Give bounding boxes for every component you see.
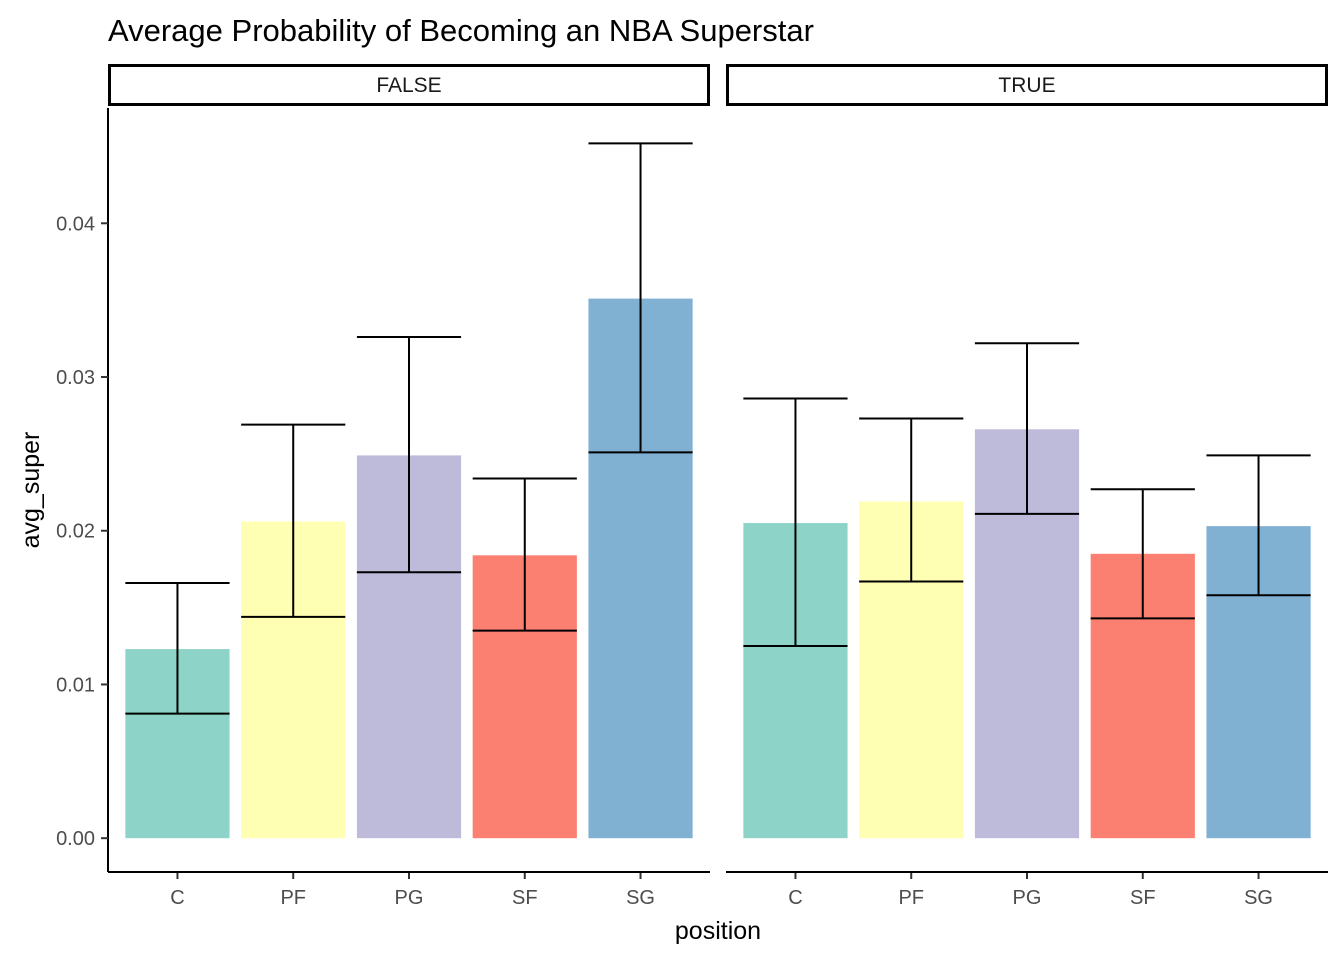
facet-panel-false: FALSE C PF PG SF SG 0.00 0.01 0.02 0.03 0.04: [56, 64, 710, 909]
chart-title: Average Probability of Becoming an NBA S…: [108, 13, 814, 48]
x-tick-label: PG: [395, 887, 424, 909]
facet-strip-label: FALSE: [376, 74, 441, 97]
y-tick-label: 0.00: [56, 828, 95, 850]
y-tick-label: 0.02: [56, 521, 95, 543]
error-bar-sf: [472, 477, 577, 632]
x-tick-label: SG: [626, 887, 655, 909]
error-bar-c: [125, 582, 230, 715]
y-tick-label: 0.01: [56, 674, 95, 696]
x-tick-label: SF: [512, 887, 538, 909]
facet-strip: [108, 64, 710, 106]
error-bar-pf: [859, 417, 964, 583]
error-bar-pf: [241, 423, 346, 618]
x-tick-label: C: [788, 887, 802, 909]
x-tick-label: PF: [898, 887, 924, 909]
facet-strip-label: TRUE: [998, 74, 1055, 97]
y-tick-label: 0.03: [56, 367, 95, 389]
error-bar-sg: [1206, 454, 1311, 597]
error-bar-sf: [1090, 488, 1195, 620]
facet-strip: [726, 64, 1328, 106]
x-tick-label: SG: [1244, 887, 1273, 909]
error-bar-pg: [974, 342, 1080, 515]
error-bar-c: [743, 397, 848, 648]
error-bar-pg: [356, 336, 462, 574]
x-axis-title: position: [675, 917, 761, 945]
y-tick-label: 0.04: [56, 213, 95, 235]
x-tick-label: PF: [280, 887, 306, 909]
x-tick-label: SF: [1130, 887, 1156, 909]
facet-panel-true: TRUE C PF PG SF SG: [726, 64, 1328, 909]
x-tick-label: PG: [1013, 887, 1042, 909]
facets-layer: FALSE C PF PG SF SG 0.00 0.01 0.02 0.03 0.04 TRUE C P…: [56, 64, 1328, 909]
error-bar-sg: [588, 142, 693, 454]
x-tick-label: C: [170, 887, 184, 909]
y-axis-title: avg_super: [17, 432, 45, 549]
